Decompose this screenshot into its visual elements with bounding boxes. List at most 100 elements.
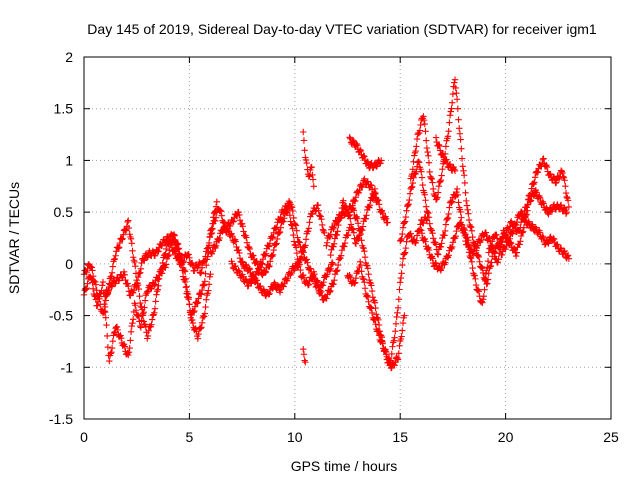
track-o-point bbox=[413, 135, 421, 143]
track-d-point bbox=[217, 207, 224, 214]
track-f-point bbox=[238, 272, 245, 280]
track-d-point bbox=[300, 271, 307, 279]
track-l-point bbox=[354, 141, 361, 149]
track-n-point bbox=[502, 245, 509, 253]
track-b-point bbox=[92, 281, 100, 288]
track-p-point bbox=[462, 230, 469, 238]
track-b-point bbox=[119, 235, 126, 242]
track-b-point bbox=[139, 312, 147, 319]
track-e-point bbox=[305, 225, 313, 232]
track-c-point bbox=[133, 283, 140, 291]
track-e-point bbox=[243, 261, 250, 269]
track-i-point bbox=[323, 239, 331, 246]
track-n-point bbox=[425, 214, 433, 221]
track-b-point bbox=[163, 245, 170, 253]
track-j-point bbox=[330, 240, 338, 247]
track-n-point bbox=[472, 275, 479, 283]
track-f-point bbox=[308, 269, 315, 277]
track-d-point bbox=[236, 217, 244, 224]
track-k-point bbox=[394, 356, 402, 363]
track-a-point bbox=[191, 303, 199, 310]
track-a-point bbox=[121, 343, 128, 350]
track-c-point bbox=[196, 260, 204, 268]
track-p-point bbox=[440, 260, 447, 267]
track-i-point bbox=[403, 238, 410, 245]
track-f-point bbox=[252, 274, 259, 282]
track-j-point bbox=[347, 215, 354, 222]
track-i-point bbox=[394, 309, 401, 317]
track-n-point bbox=[403, 207, 410, 214]
track-f-point bbox=[300, 249, 307, 256]
track-n-point bbox=[462, 237, 469, 245]
track-a-point bbox=[118, 335, 125, 342]
track-a-point bbox=[103, 332, 111, 340]
track-c-point bbox=[115, 277, 123, 284]
track-i-point bbox=[420, 219, 427, 227]
track-d-point bbox=[269, 251, 277, 259]
track-m-point bbox=[352, 193, 360, 201]
track-o-point bbox=[420, 113, 427, 120]
track-a-point bbox=[137, 322, 144, 330]
track-l-point bbox=[356, 146, 364, 153]
track-o-point bbox=[524, 201, 531, 209]
track-j-point bbox=[331, 235, 339, 242]
track-i-point bbox=[416, 226, 424, 233]
track-p-point bbox=[476, 237, 483, 245]
track-b-point bbox=[127, 235, 135, 242]
track-d-point bbox=[265, 263, 273, 271]
track-a-point bbox=[104, 343, 112, 351]
track-n-point bbox=[424, 209, 431, 216]
track-c-point bbox=[167, 239, 175, 246]
track-b-point bbox=[96, 295, 103, 303]
track-e-point bbox=[236, 254, 244, 262]
track-a-point bbox=[114, 326, 121, 334]
track-b-point bbox=[201, 310, 209, 317]
track-n-point bbox=[557, 244, 565, 252]
track-n-point bbox=[438, 240, 445, 247]
track-b-point bbox=[151, 309, 158, 317]
track-o-point bbox=[484, 280, 491, 287]
track-d-point bbox=[207, 230, 215, 238]
track-o-point bbox=[465, 210, 472, 217]
track-n-point bbox=[457, 208, 464, 216]
track-j-point bbox=[337, 211, 345, 218]
track-o-point bbox=[529, 180, 537, 187]
track-a-point bbox=[200, 281, 207, 288]
track-p-point bbox=[427, 254, 435, 261]
track-a-point bbox=[200, 282, 208, 289]
track-j-point bbox=[352, 239, 359, 247]
track-k-point bbox=[396, 342, 403, 350]
track-o-point bbox=[477, 264, 485, 271]
track-b-point bbox=[200, 313, 208, 320]
track-i-point bbox=[399, 261, 406, 269]
track-n-point bbox=[448, 198, 456, 205]
track-n-point bbox=[401, 218, 409, 225]
track-o-point bbox=[467, 224, 475, 231]
track-b-point bbox=[151, 305, 159, 312]
track-d-point bbox=[293, 244, 300, 251]
track-l-point bbox=[349, 137, 357, 144]
y-tick-label: -0.5 bbox=[49, 308, 73, 324]
track-c-point bbox=[195, 261, 202, 269]
track-c-point bbox=[134, 279, 141, 287]
track-b-point bbox=[136, 292, 143, 300]
track-k-point bbox=[361, 279, 368, 286]
track-o-point bbox=[427, 174, 435, 182]
track-a-point bbox=[125, 348, 133, 356]
track-i-point bbox=[375, 321, 383, 329]
track-b-point bbox=[101, 303, 109, 311]
track-b-point bbox=[101, 307, 108, 315]
track-o-point bbox=[488, 259, 495, 266]
track-p-point bbox=[494, 258, 502, 266]
track-f-point bbox=[304, 259, 311, 266]
track-o-point bbox=[448, 105, 455, 112]
track-f-point bbox=[255, 266, 263, 273]
track-k-point bbox=[379, 340, 386, 347]
track-p-point bbox=[522, 211, 530, 219]
track-n-point bbox=[475, 288, 483, 295]
track-o-point bbox=[478, 263, 485, 271]
track-j-point bbox=[355, 235, 362, 243]
track-p-point bbox=[451, 234, 458, 241]
track-e-point bbox=[259, 287, 267, 294]
track-o-point bbox=[505, 226, 513, 233]
